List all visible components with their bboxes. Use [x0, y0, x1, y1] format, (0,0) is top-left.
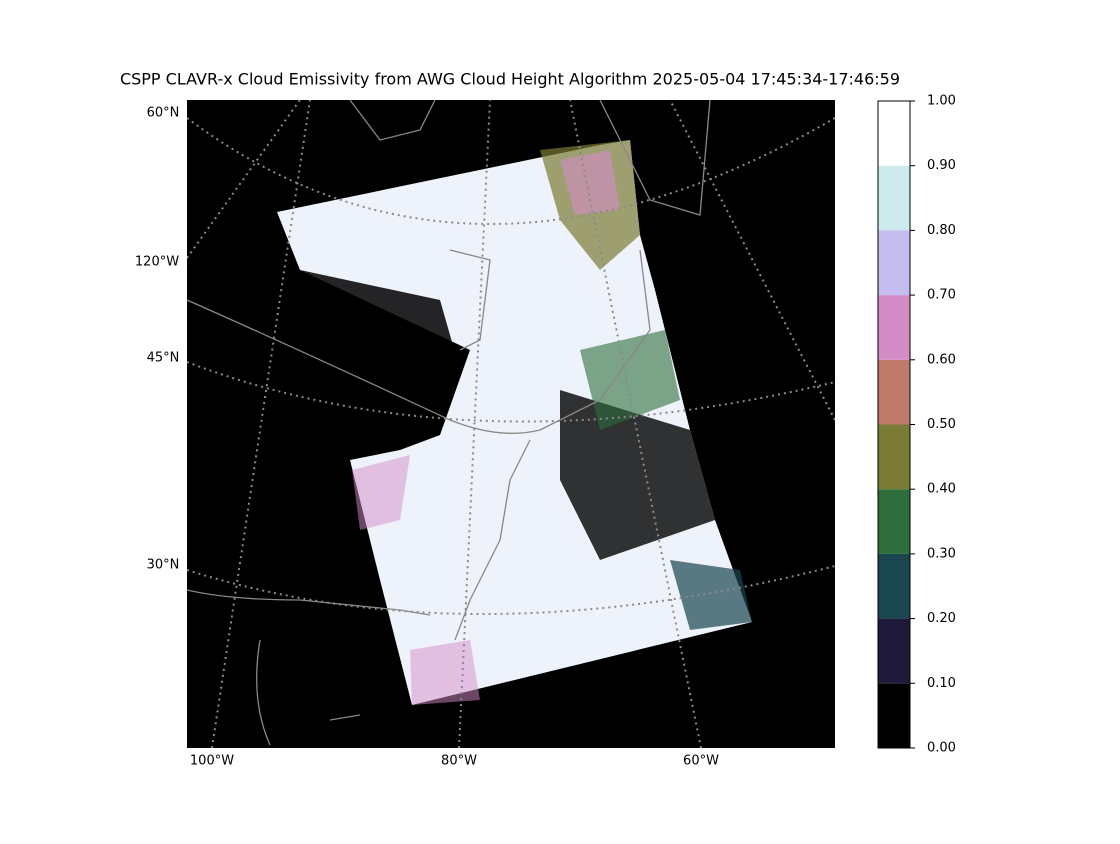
latitude-line	[187, 565, 835, 615]
lon-label: 120°W	[135, 255, 179, 270]
colorbar-tick-label: 0.70	[927, 288, 956, 303]
colorbar-segment	[878, 553, 910, 619]
cloud-patch	[352, 455, 410, 530]
lon-label: 100°W	[190, 754, 234, 769]
colorbar-segment	[878, 230, 910, 296]
lat-label: 45°N	[147, 351, 180, 366]
cloud-patch	[670, 560, 752, 630]
colorbar-tick-label: 0.50	[927, 417, 956, 432]
colorbar-tick-label: 0.20	[927, 611, 956, 626]
longitude-line	[458, 100, 491, 748]
colorbar-segment	[878, 295, 910, 360]
colorbar-tick-label: 0.80	[927, 223, 956, 238]
colorbar-segment	[878, 424, 910, 490]
map-title: CSPP CLAVR-x Cloud Emissivity from AWG C…	[120, 70, 900, 89]
colorbar-tick-label: 0.10	[927, 676, 956, 691]
lon-label: 60°W	[683, 754, 719, 769]
latitude-line	[187, 361, 835, 423]
clear-area	[560, 390, 715, 560]
longitude-line	[211, 100, 311, 748]
map	[187, 100, 835, 748]
colorbar-segment	[878, 101, 910, 166]
colorbar-segment	[878, 618, 910, 684]
latitude-line	[187, 117, 835, 225]
lat-label: 60°N	[147, 106, 180, 121]
lon-label: 80°W	[441, 754, 477, 769]
clear-area	[300, 270, 460, 380]
lat-label: 30°N	[147, 558, 180, 573]
colorbar-tick-label: 0.60	[927, 352, 956, 367]
longitude-line	[669, 100, 835, 421]
colorbar-tick-label: 0.30	[927, 546, 956, 561]
cloud-patch	[580, 330, 680, 430]
longitude-line	[569, 100, 702, 748]
cloud-patch	[560, 150, 620, 215]
colorbar-segment	[878, 489, 910, 554]
cloud-patch	[410, 640, 480, 705]
swath	[277, 140, 752, 705]
colorbar-tick-label: 0.40	[927, 482, 956, 497]
colorbar-tick-label: 0.00	[927, 741, 956, 756]
colorbar-tick-label: 1.00	[927, 94, 956, 109]
longitude-line	[187, 100, 301, 259]
colorbar-segment	[878, 683, 910, 748]
colorbar-segment	[878, 165, 910, 231]
colorbar: 0.00 0.10 0.20 0.30 0.40 0.50 0.60 0.70 0.80 0.90…	[877, 94, 956, 756]
colorbar-tick-label: 0.90	[927, 158, 956, 173]
colorbar-segment	[878, 359, 910, 425]
coastline	[187, 100, 711, 746]
